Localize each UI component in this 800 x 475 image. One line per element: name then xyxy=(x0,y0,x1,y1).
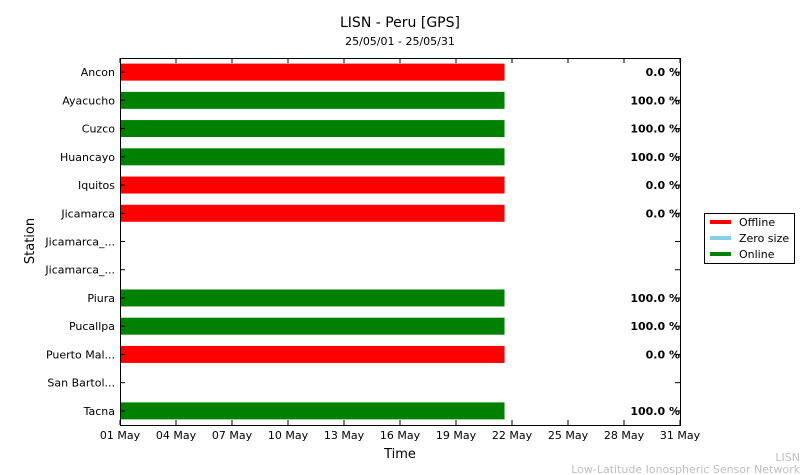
x-tick-label: 10 May xyxy=(268,429,309,442)
legend-entry-label: Offline xyxy=(739,216,775,229)
x-tick-label: 22 May xyxy=(492,429,533,442)
status-bar xyxy=(120,289,505,307)
station-label: Iquitos xyxy=(78,179,115,192)
station-label: Tacna xyxy=(83,405,115,418)
percent-label: 0.0 % xyxy=(646,179,680,192)
chart-subtitle: 25/05/01 - 25/05/31 xyxy=(345,35,455,48)
percent-label: 100.0 % xyxy=(630,405,680,418)
legend-entry-label: Zero size xyxy=(739,232,789,245)
station-label: Cuzco xyxy=(82,123,115,136)
station-label: Jicamarca_... xyxy=(44,264,115,277)
status-bar xyxy=(120,345,505,363)
x-tick-label: 01 May xyxy=(100,429,141,442)
station-label: Piura xyxy=(87,292,115,305)
station-label: Huancayo xyxy=(60,151,115,164)
status-bar xyxy=(120,176,505,194)
x-tick-label: 04 May xyxy=(156,429,197,442)
status-bar xyxy=(120,148,505,166)
percent-label: 100.0 % xyxy=(630,151,680,164)
x-tick-label: 28 May xyxy=(604,429,645,442)
status-bar xyxy=(120,204,505,222)
watermark-line-2: Low-Latitude Ionospheric Sensor Network xyxy=(571,463,800,475)
status-bar xyxy=(120,91,505,109)
legend: Offline Zero size Online xyxy=(704,213,795,264)
station-label: Jicamarca_... xyxy=(44,236,115,249)
station-label: Pucallpa xyxy=(69,320,115,333)
percent-label: 0.0 % xyxy=(646,207,680,220)
watermark-line-1: LISN xyxy=(775,451,800,464)
status-bar xyxy=(120,63,505,81)
status-bar xyxy=(120,120,505,138)
x-tick-label: 07 May xyxy=(212,429,253,442)
status-bar xyxy=(120,317,505,335)
percent-label: 100.0 % xyxy=(630,292,680,305)
legend-entry-label: Online xyxy=(739,248,775,261)
station-label: San Bartol... xyxy=(47,377,115,390)
station-label: Jicamarca xyxy=(60,207,115,220)
x-tick-label: 31 May xyxy=(660,429,701,442)
percent-label: 100.0 % xyxy=(630,123,680,136)
x-tick-label: 25 May xyxy=(548,429,589,442)
x-axis-label: Time xyxy=(383,447,416,462)
y-axis-label: Station xyxy=(23,218,38,264)
x-tick-label: 13 May xyxy=(324,429,365,442)
station-label: Ayacucho xyxy=(62,94,115,107)
station-label: Ancon xyxy=(81,66,115,79)
percent-label: 0.0 % xyxy=(646,66,680,79)
percent-label: 100.0 % xyxy=(630,94,680,107)
status-bar xyxy=(120,402,505,420)
x-tick-label: 19 May xyxy=(436,429,477,442)
percent-label: 100.0 % xyxy=(630,320,680,333)
plot-area: Ancon 0.0 % Ayacucho 100.0 % Cuzco 100.0 % Hua… xyxy=(44,58,701,442)
percent-label: 0.0 % xyxy=(646,348,680,361)
x-tick-label: 16 May xyxy=(380,429,421,442)
plot-frame xyxy=(120,58,681,426)
station-label: Puerto Mal... xyxy=(46,348,115,361)
chart-title: LISN - Peru [GPS] xyxy=(340,15,460,31)
